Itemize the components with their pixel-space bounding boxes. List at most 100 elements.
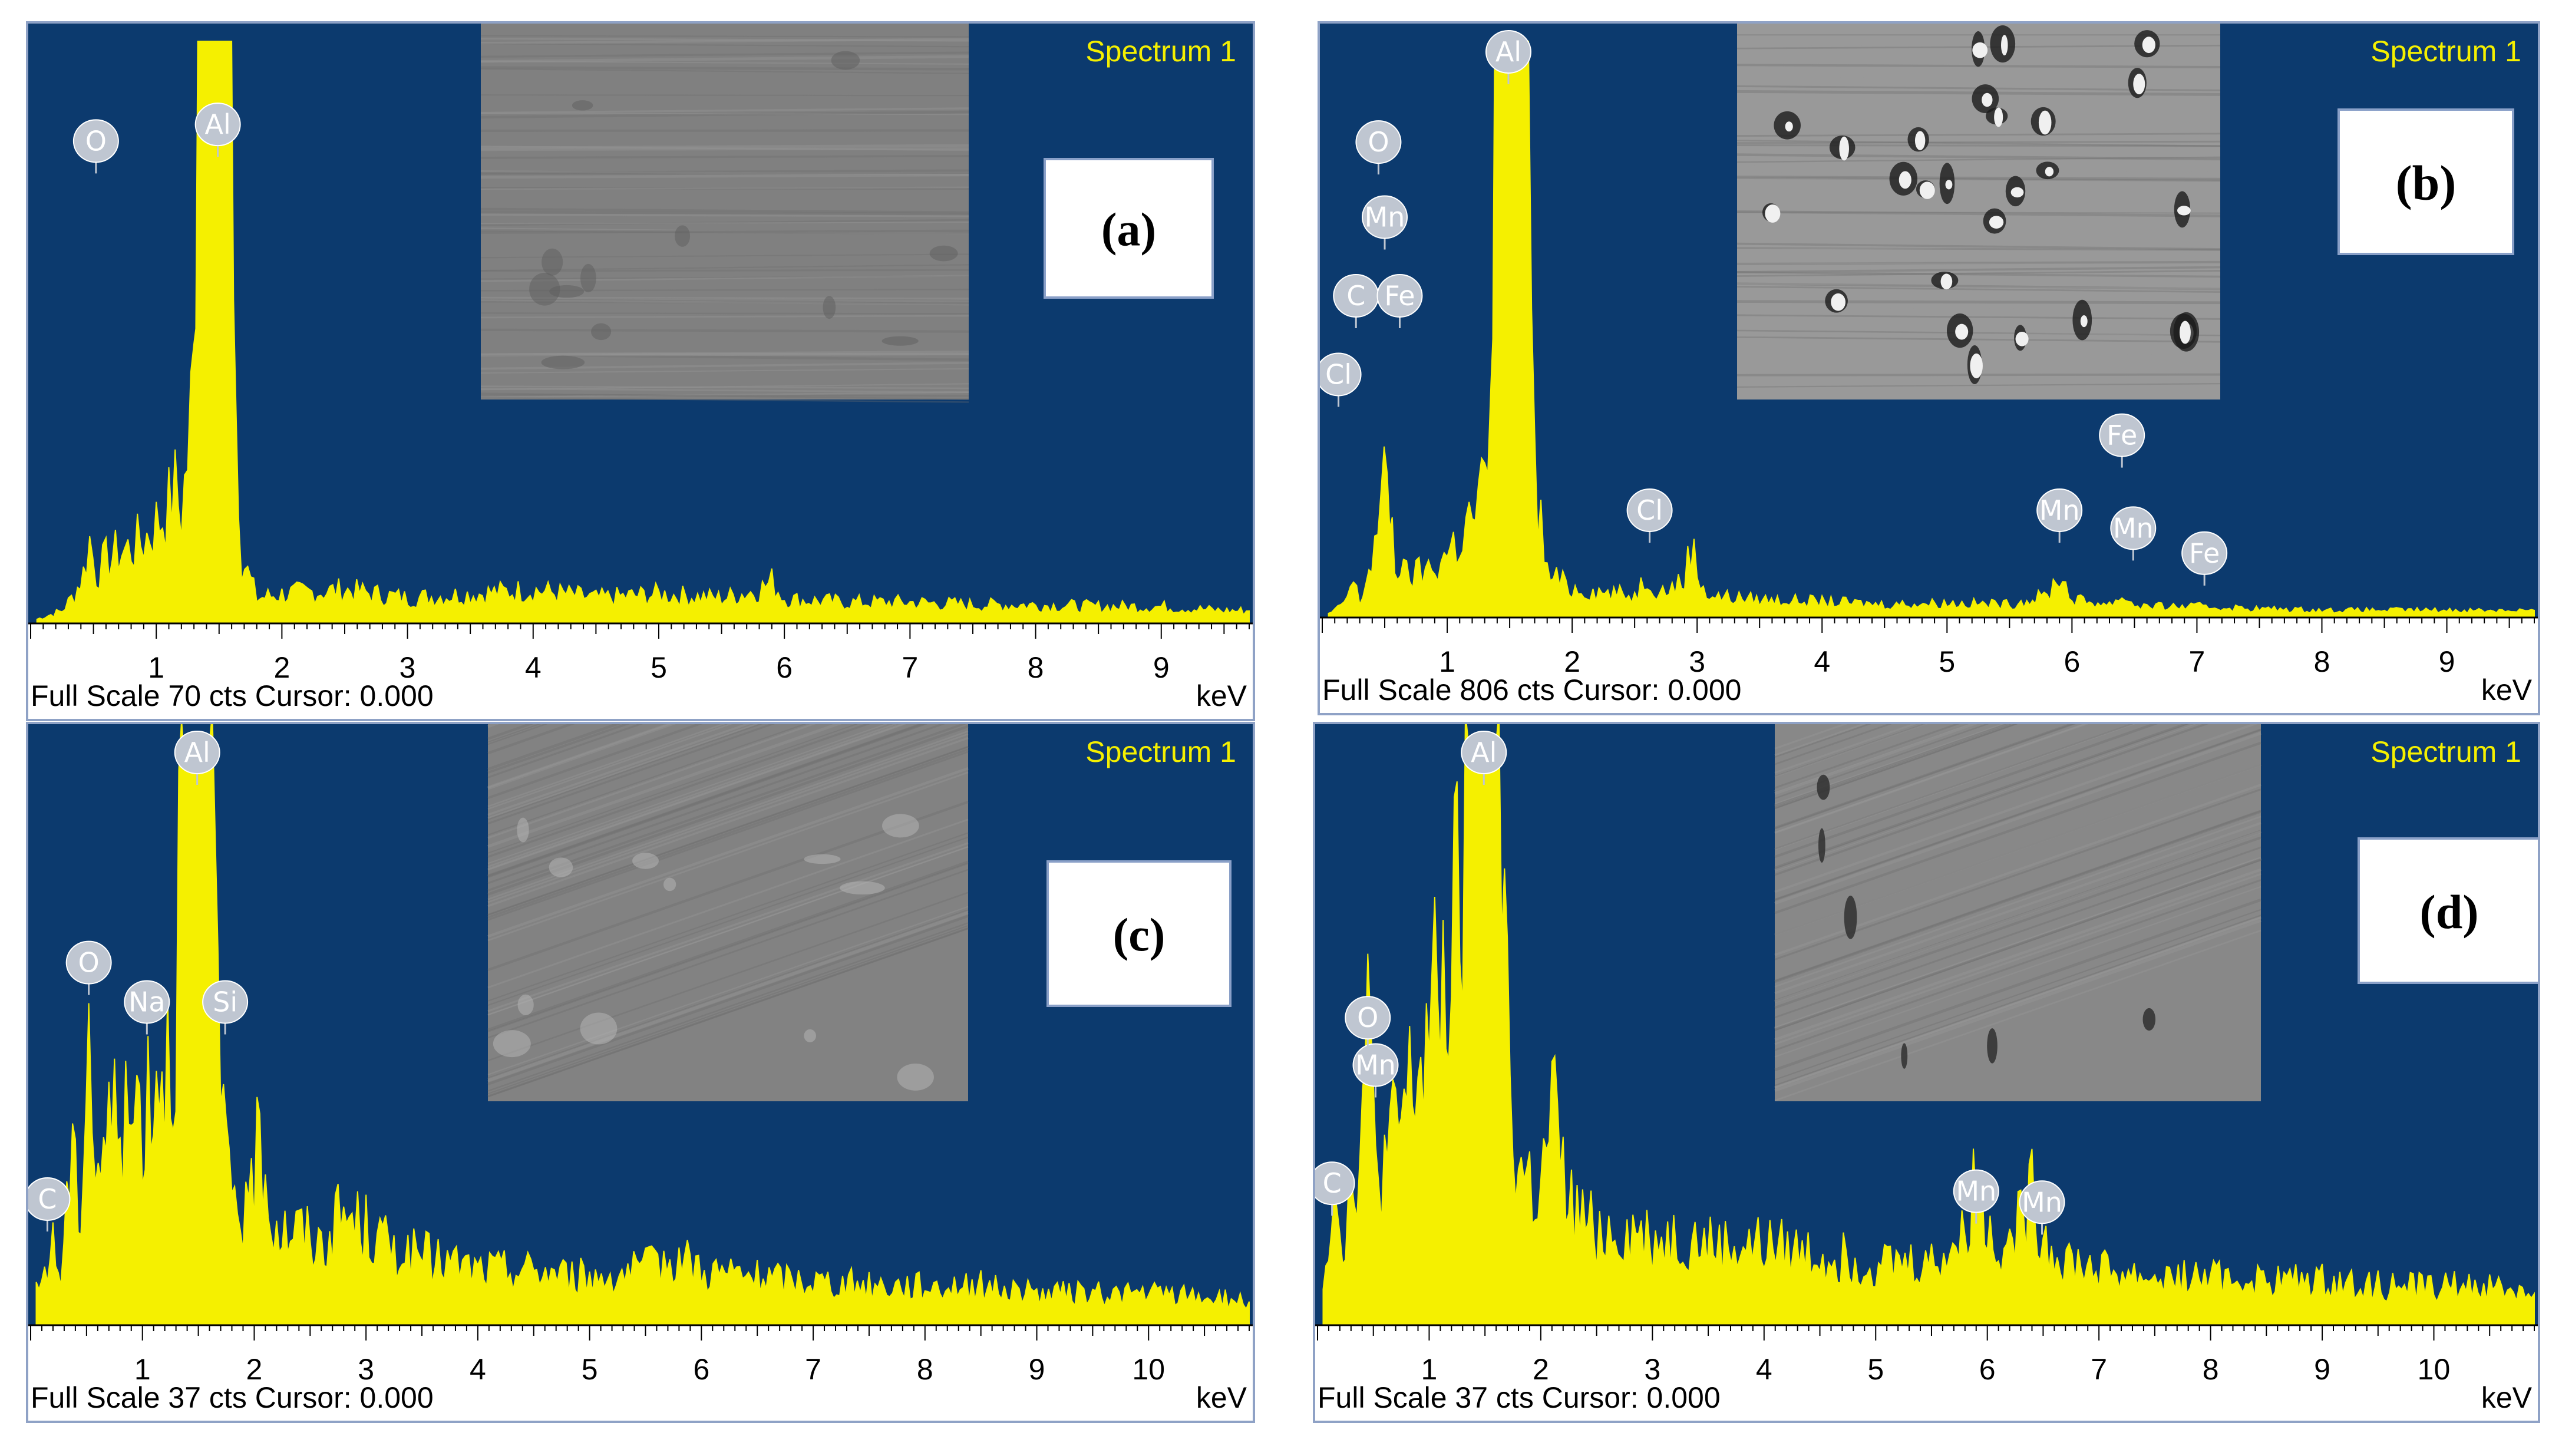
peak-tag-element: Mn xyxy=(2113,512,2154,544)
x-tick-label: 5 xyxy=(651,651,667,684)
x-tick-label: 2 xyxy=(246,1353,263,1386)
peak-tag-element: Mn xyxy=(2039,494,2080,526)
sem-feature xyxy=(804,854,841,864)
footer-full-scale: Full Scale 37 cts Cursor: 0.000 xyxy=(31,1381,434,1414)
peak-tag-element: Fe xyxy=(2189,537,2220,569)
sem-texture-streak xyxy=(1736,332,2221,337)
sem-texture-streak xyxy=(1736,211,2221,214)
footer-full-scale: Full Scale 806 cts Cursor: 0.000 xyxy=(1322,673,1741,706)
sem-texture-streak xyxy=(487,927,969,1098)
peak-tag-element: O xyxy=(1368,126,1389,158)
x-tick-label: 5 xyxy=(582,1353,598,1386)
sem-texture-streak xyxy=(1774,858,2261,1031)
sem-feature xyxy=(517,994,534,1015)
sem-texture-streak xyxy=(487,724,758,819)
sem-particle xyxy=(1955,323,1969,340)
sem-particle xyxy=(1989,216,2004,229)
sem-texture-streak xyxy=(1774,859,2261,1031)
peak-tag-element: Mn xyxy=(1355,1049,1396,1081)
peak-tag-bubble xyxy=(2181,531,2228,575)
peak-tag-fe: Fe xyxy=(1376,273,1423,328)
x-tick-label: 4 xyxy=(525,651,542,684)
sem-texture-streak xyxy=(1774,724,2258,893)
sem-feature xyxy=(517,817,529,843)
peak-tag-fe: Fe xyxy=(2099,413,2145,468)
x-tick-label: 2 xyxy=(1533,1353,1549,1386)
panel-label: (a) xyxy=(1101,204,1156,256)
sem-texture-streak xyxy=(1774,724,1871,758)
peak-tag-element: Mn xyxy=(1365,201,1405,233)
x-tick-label: 6 xyxy=(776,651,793,684)
sem-texture-streak xyxy=(1736,260,2221,265)
panel-label-box xyxy=(2358,837,2538,984)
sem-texture-streak xyxy=(480,66,969,71)
sem-pit xyxy=(2142,1008,2156,1031)
sem-texture-streak xyxy=(487,892,969,1062)
sem-particle xyxy=(1972,42,1988,58)
x-tick-label: 3 xyxy=(1689,645,1705,678)
sem-texture-streak xyxy=(487,724,703,800)
sem-texture-streak xyxy=(1736,247,2221,251)
peak-tag-o: O xyxy=(65,940,112,995)
sem-texture-streak xyxy=(480,222,969,224)
sem-texture-streak xyxy=(480,186,969,190)
sem-texture-streak xyxy=(480,154,969,159)
sem-texture-streak xyxy=(1736,231,2221,239)
sem-texture-streak xyxy=(487,724,842,848)
sem-texture-streak xyxy=(1774,724,2018,809)
sem-texture-streak xyxy=(480,35,969,38)
sem-feature xyxy=(675,225,691,247)
sem-texture-streak xyxy=(1774,857,2261,1030)
sem-texture-streak xyxy=(1736,175,2221,181)
sem-texture-streak xyxy=(480,353,969,361)
sem-texture-streak xyxy=(487,869,969,1039)
sem-texture-streak xyxy=(480,210,969,216)
peak-tag-bubble xyxy=(1315,1161,1355,1206)
sem-feature xyxy=(804,1029,816,1042)
x-tick-label: 4 xyxy=(1814,645,1830,678)
sem-texture-streak xyxy=(1736,314,2221,320)
sem-particle xyxy=(1940,273,1953,290)
sem-texture-streak xyxy=(480,173,969,179)
sem-texture-streak xyxy=(487,910,969,1080)
sem-texture-streak xyxy=(487,724,725,807)
x-tick-label: 9 xyxy=(1153,651,1170,684)
sem-texture-streak xyxy=(487,724,907,871)
sem-texture-streak xyxy=(1774,724,1971,793)
sem-texture-streak xyxy=(480,113,969,115)
sem-texture-streak xyxy=(480,146,969,151)
sem-texture-streak xyxy=(487,724,672,788)
sem-texture-streak xyxy=(1774,724,2194,871)
x-tick-label: 10 xyxy=(1132,1353,1165,1386)
sem-texture-streak xyxy=(1736,315,2221,323)
sem-texture-streak xyxy=(487,842,969,1012)
sem-texture-streak xyxy=(487,906,969,1075)
sem-texture-streak xyxy=(480,351,969,356)
spectrum-series xyxy=(35,724,1250,1326)
sem-texture-streak xyxy=(480,296,969,300)
sem-particle xyxy=(1831,293,1845,311)
sem-feature xyxy=(881,336,919,346)
sem-texture-streak xyxy=(1774,724,1989,800)
footer-full-scale: Full Scale 70 cts Cursor: 0.000 xyxy=(31,679,434,712)
spectrum-series xyxy=(36,41,1250,624)
x-axis-unit: keV xyxy=(1196,1381,1247,1414)
sem-texture-streak xyxy=(480,299,969,306)
sem-texture-streak xyxy=(1774,919,2261,1092)
x-tick-label: 9 xyxy=(2439,645,2455,678)
footer-full-scale: Full Scale 37 cts Cursor: 0.000 xyxy=(1318,1381,1721,1414)
peak-tag-c: C xyxy=(1333,273,1379,328)
sem-texture-streak xyxy=(487,724,946,884)
sem-texture-streak xyxy=(480,264,969,272)
panel-label: (b) xyxy=(2396,156,2457,211)
sem-texture-streak xyxy=(480,42,969,48)
peak-tag-bubble xyxy=(174,731,220,774)
sem-texture-streak xyxy=(480,187,969,190)
peak-tag-c: C xyxy=(28,1177,71,1232)
sem-texture-streak xyxy=(480,169,969,174)
sem-texture-streak xyxy=(487,724,750,816)
spectrum-chart: O Al Spectrum 1 (a) 1 2 3 4 5 6 7 8 9 Full Scale 70 c… xyxy=(28,24,1253,719)
sem-particle xyxy=(2080,315,2088,328)
peak-tag-bubble xyxy=(194,103,241,147)
peak-tag-element: Fe xyxy=(1384,280,1415,312)
